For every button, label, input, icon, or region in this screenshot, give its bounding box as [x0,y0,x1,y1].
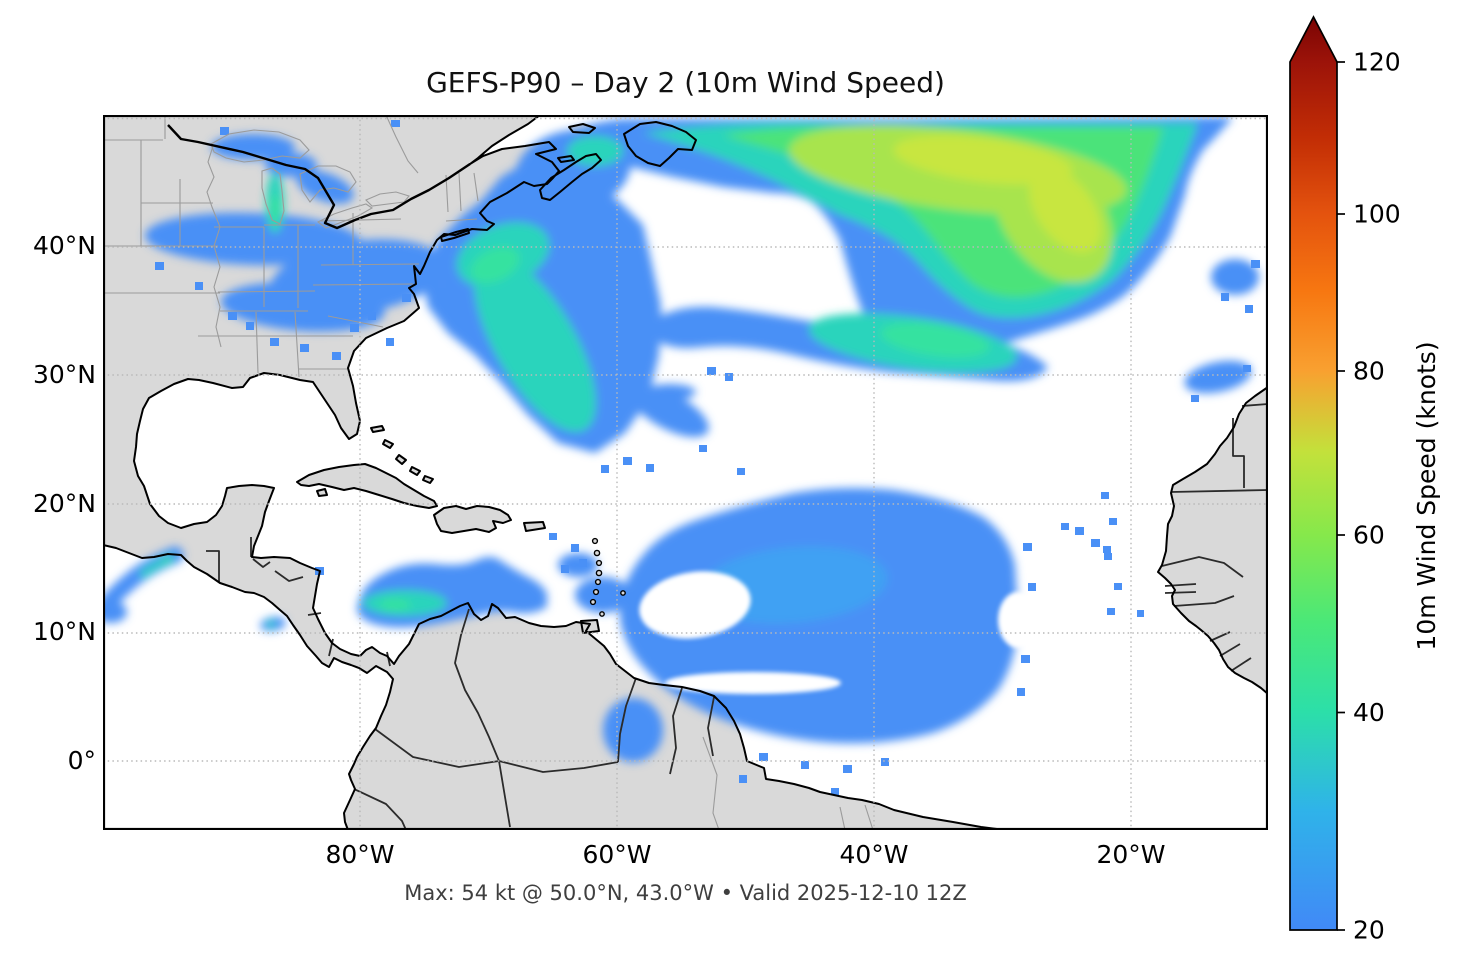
cbar-tick-60: 60 [1353,521,1385,550]
wind-field-layer [103,117,1259,762]
y-tick-10n: 10°N [32,617,96,646]
x-tick-80w: 80°W [325,840,395,869]
cbar-tick-80: 80 [1353,357,1385,386]
map-frame [103,115,1268,830]
chart-title: GEFS-P90 – Day 2 (10m Wind Speed) [426,66,945,99]
colorbar-extend-arrow [1290,17,1337,62]
lesser-antilles-islands [589,537,626,617]
wind-field-holes [639,548,1087,694]
x-tick-60w: 60°W [582,840,652,869]
gridlines-layer [103,115,1268,830]
cbar-tick-40: 40 [1353,698,1385,727]
wind-speckles [155,120,1260,795]
x-tick-40w: 40°W [839,840,909,869]
colorbar-ticks [1337,61,1345,931]
state-borders-layer [103,115,874,830]
colorbar: 20 40 60 80 100 120 10m Wind Speed (knot… [1289,15,1441,945]
caption-max-valid: Max: 54 kt @ 50.0°N, 43.0°W • Valid 2025… [404,881,967,905]
y-tick-40n: 40°N [32,231,96,260]
y-tick-0: 0° [67,746,96,775]
colorbar-outline [1289,15,1338,931]
map-canvas [103,115,1268,830]
cbar-tick-100: 100 [1353,200,1401,229]
y-tick-20n: 20°N [32,489,96,518]
cbar-tick-20: 20 [1353,916,1385,945]
colorbar-gradient [1290,62,1337,930]
colorbar-axis-label: 10m Wind Speed (knots) [1412,341,1441,650]
x-tick-20w: 20°W [1096,840,1166,869]
coastline-layer [103,115,1268,830]
cbar-tick-120: 120 [1353,48,1401,77]
y-tick-30n: 30°N [32,360,96,389]
